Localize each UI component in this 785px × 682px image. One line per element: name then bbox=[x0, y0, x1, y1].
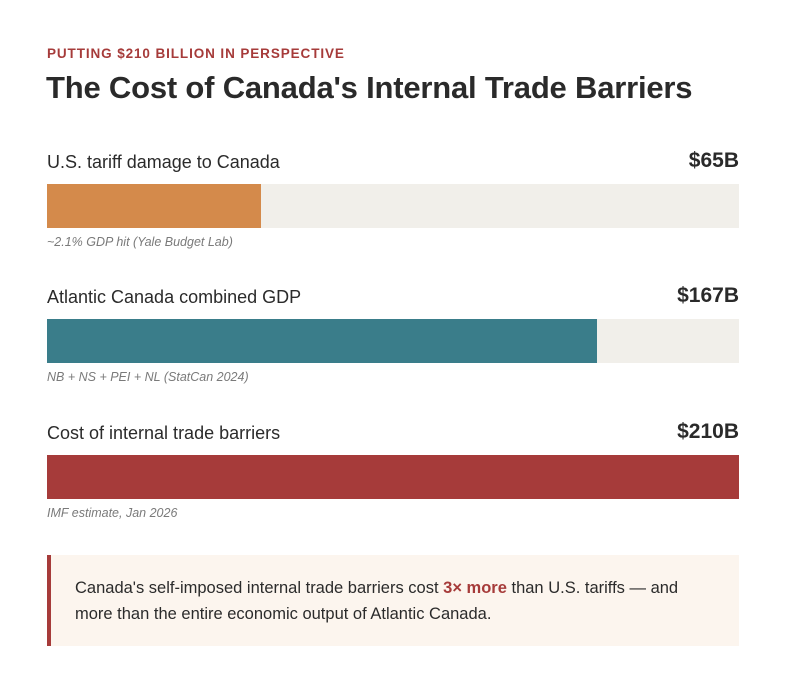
bar-row-header: Atlantic Canada combined GDP $167B bbox=[47, 282, 739, 312]
bar-source-note: ~2.1% GDP hit (Yale Budget Lab) bbox=[47, 235, 233, 249]
callout-text-before: Canada's self-imposed internal trade bar… bbox=[75, 579, 444, 597]
callout-box: Canada's self-imposed internal trade bar… bbox=[47, 555, 739, 646]
bar-value-label: $167B bbox=[677, 284, 739, 307]
callout-emphasis: 3× more bbox=[443, 579, 507, 597]
bar-row: Cost of internal trade barriers $210B IMF … bbox=[47, 418, 739, 520]
bar-value-label: $65B bbox=[688, 149, 739, 172]
bar-value-label: $210B bbox=[677, 420, 739, 443]
bar-row-header: Cost of internal trade barriers $210B bbox=[47, 418, 739, 448]
callout-text-after: than U.S. tariffs — and more than the en… bbox=[75, 579, 679, 623]
bar-track bbox=[47, 319, 739, 363]
bar-fill bbox=[47, 184, 261, 228]
bar-category-label: Atlantic Canada combined GDP bbox=[47, 287, 302, 307]
bar-row: Atlantic Canada combined GDP $167B NB + NS… bbox=[47, 282, 739, 384]
bar-category-label: U.S. tariff damage to Canada bbox=[47, 152, 280, 172]
bar-row-header: U.S. tariff damage to Canada $65B bbox=[47, 147, 739, 177]
bar-fill bbox=[47, 455, 739, 499]
bar-source-note: IMF estimate, Jan 2026 bbox=[47, 506, 178, 520]
page-title: The Cost of Canada's Internal Trade Barr… bbox=[46, 70, 693, 105]
bar-fill bbox=[47, 319, 597, 363]
callout-text: Canada's self-imposed internal trade bar… bbox=[75, 575, 715, 627]
bar-source-note: NB + NS + PEI + NL (StatCan 2024) bbox=[47, 370, 249, 384]
bar-row: U.S. tariff damage to Canada $65B ~2.1% GD… bbox=[47, 147, 739, 249]
bar-track bbox=[47, 455, 739, 499]
bar-category-label: Cost of internal trade barriers bbox=[47, 423, 281, 443]
bar-track bbox=[47, 184, 739, 228]
eyebrow-text: PUTTING $210 BILLION IN PERSPECTIVE bbox=[47, 46, 345, 61]
